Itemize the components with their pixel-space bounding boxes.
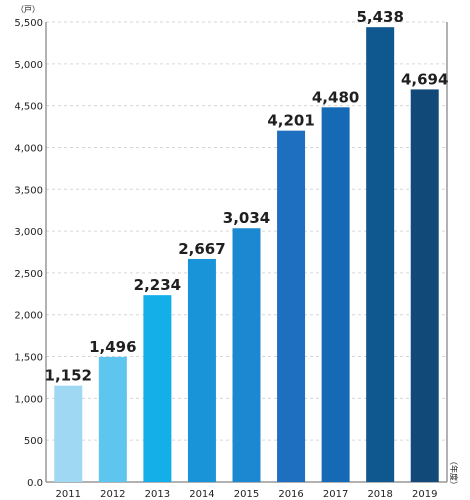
y-tick-label: 4,000	[14, 143, 43, 154]
y-tick-label: 500	[24, 436, 43, 447]
value-label-2016: 4,201	[267, 112, 314, 130]
bar-2016	[277, 130, 306, 483]
x-tick-label-2018: 2018	[367, 489, 392, 500]
x-tick-label-2017: 2017	[323, 489, 348, 500]
y-tick-label: 2,000	[14, 311, 43, 322]
y-axis-unit-label: （戸）	[16, 5, 40, 14]
bar-2013	[143, 295, 172, 482]
bar-2012	[98, 356, 127, 482]
data-labels: 1,152 1,496 2,234 2,667 3,034 4,201 4,480 5,438…	[45, 8, 449, 384]
x-tick-label-2016: 2016	[278, 489, 303, 500]
x-tick-label-2019: 2019	[412, 489, 437, 500]
x-tick-label-2013: 2013	[145, 489, 170, 500]
value-label-2018: 5,438	[356, 8, 403, 26]
bars	[54, 27, 439, 483]
x-axis-unit-label: （年度）	[449, 457, 459, 489]
y-tick-label: 1,500	[14, 353, 43, 364]
y-tick-label: 3,000	[14, 227, 43, 238]
value-label-2017: 4,480	[312, 88, 359, 106]
bar-2015	[232, 228, 261, 482]
bar-2018	[366, 27, 395, 482]
x-tick-label-2015: 2015	[234, 489, 259, 500]
value-label-2012: 1,496	[89, 338, 136, 356]
value-label-2011: 1,152	[45, 367, 92, 385]
y-tick-label: 1,000	[14, 394, 43, 405]
y-tick-label: 5,500	[14, 18, 43, 29]
x-tick-label-2014: 2014	[189, 489, 214, 500]
bar-2014	[187, 258, 216, 482]
bar-2011	[54, 385, 83, 482]
y-tick-label: 4,500	[14, 102, 43, 113]
value-label-2015: 3,034	[223, 209, 270, 227]
value-label-2013: 2,234	[134, 276, 181, 294]
y-tick-label: 3,500	[14, 185, 43, 196]
bar-2019	[410, 89, 439, 482]
y-tick-label: 0.0	[27, 478, 43, 489]
tick-labels: 0.0 500 1,000 1,500 2,000 2,500 3,000 3,500 4,00…	[14, 18, 437, 500]
y-tick-label: 2,500	[14, 269, 43, 280]
y-tick-label: 5,000	[14, 60, 43, 71]
x-tick-label-2011: 2011	[56, 489, 81, 500]
x-tick-label-2012: 2012	[100, 489, 125, 500]
value-label-2014: 2,667	[178, 240, 225, 258]
bar-2017	[321, 107, 350, 483]
value-label-2019: 4,694	[401, 70, 448, 88]
